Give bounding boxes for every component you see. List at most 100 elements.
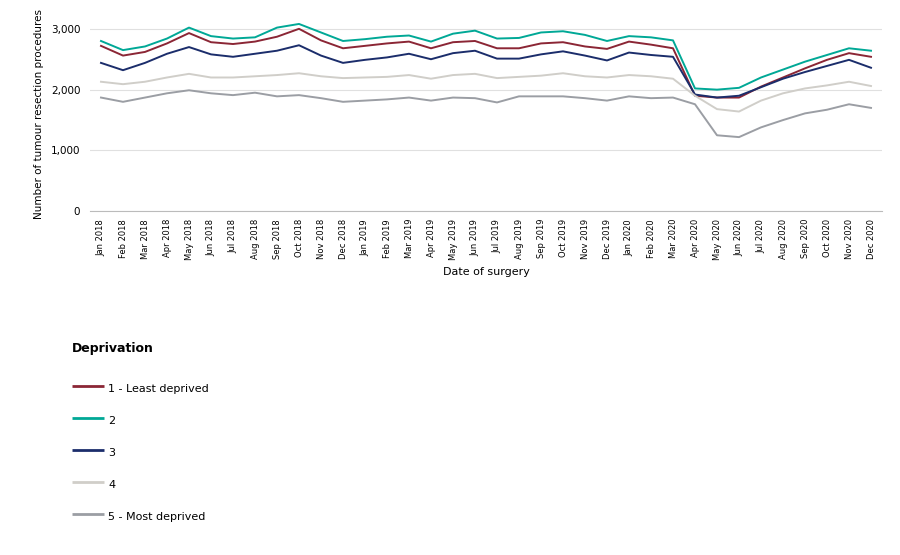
5 - Most deprived — [447, 94, 458, 101]
1 - Least deprived — [184, 30, 194, 37]
5 - Most deprived — [249, 89, 260, 96]
4 — [403, 72, 414, 78]
3 — [866, 64, 877, 71]
5 - Most deprived — [426, 97, 436, 104]
2 — [360, 36, 371, 43]
1 - Least deprived — [843, 50, 854, 57]
4 — [734, 108, 744, 115]
3 — [645, 52, 656, 58]
2 — [403, 32, 414, 39]
3 — [426, 56, 436, 63]
2 — [382, 33, 392, 40]
1 - Least deprived — [580, 43, 590, 50]
4 — [491, 75, 502, 82]
2 — [843, 45, 854, 52]
3 — [403, 51, 414, 57]
1 - Least deprived — [95, 43, 106, 49]
4 — [162, 74, 173, 81]
3 — [382, 54, 392, 60]
5 - Most deprived — [558, 93, 569, 100]
4 — [712, 106, 723, 113]
2 — [426, 38, 436, 45]
4 — [140, 78, 150, 85]
5 - Most deprived — [140, 94, 150, 101]
2 — [272, 24, 283, 31]
5 - Most deprived — [866, 104, 877, 111]
3 — [601, 57, 612, 64]
3 — [778, 75, 788, 82]
Text: 5 - Most deprived: 5 - Most deprived — [108, 512, 205, 522]
1 - Least deprived — [272, 33, 283, 40]
3 — [293, 42, 304, 49]
4 — [360, 74, 371, 81]
2 — [645, 34, 656, 41]
1 - Least deprived — [822, 57, 832, 63]
4 — [426, 75, 436, 82]
3 — [272, 47, 283, 54]
1 - Least deprived — [162, 40, 173, 47]
4 — [184, 70, 194, 77]
Line: 4: 4 — [101, 73, 871, 112]
3 — [118, 67, 129, 73]
1 - Least deprived — [491, 45, 502, 52]
4 — [756, 97, 767, 104]
3 — [162, 51, 173, 57]
5 - Most deprived — [293, 92, 304, 98]
2 — [601, 38, 612, 44]
Y-axis label: Number of tumour resection procedures: Number of tumour resection procedures — [34, 9, 44, 219]
1 - Least deprived — [403, 38, 414, 45]
2 — [756, 74, 767, 81]
3 — [536, 51, 546, 58]
4 — [447, 72, 458, 78]
2 — [470, 27, 481, 34]
3 — [756, 84, 767, 90]
1 - Least deprived — [778, 74, 788, 81]
5 - Most deprived — [470, 95, 481, 102]
5 - Most deprived — [822, 107, 832, 113]
4 — [624, 72, 634, 78]
Text: 2: 2 — [108, 416, 115, 426]
4 — [205, 74, 216, 81]
1 - Least deprived — [756, 83, 767, 90]
4 — [338, 75, 348, 82]
5 - Most deprived — [184, 87, 194, 94]
3 — [689, 91, 700, 98]
5 - Most deprived — [843, 101, 854, 108]
5 - Most deprived — [689, 101, 700, 108]
3 — [205, 51, 216, 58]
2 — [162, 35, 173, 42]
1 - Least deprived — [360, 43, 371, 49]
3 — [668, 53, 679, 60]
5 - Most deprived — [756, 124, 767, 130]
2 — [822, 52, 832, 58]
3 — [338, 59, 348, 66]
4 — [293, 70, 304, 77]
4 — [866, 83, 877, 89]
1 - Least deprived — [316, 37, 327, 44]
3 — [514, 56, 525, 62]
4 — [249, 73, 260, 79]
3 — [184, 44, 194, 51]
2 — [338, 38, 348, 44]
5 - Most deprived — [205, 90, 216, 97]
5 - Most deprived — [624, 93, 634, 100]
5 - Most deprived — [778, 117, 788, 123]
1 - Least deprived — [624, 38, 634, 45]
3 — [822, 63, 832, 69]
3 — [580, 52, 590, 59]
3 — [447, 50, 458, 57]
Text: 1 - Least deprived: 1 - Least deprived — [108, 384, 209, 393]
4 — [514, 74, 525, 80]
4 — [799, 85, 810, 92]
4 — [580, 73, 590, 79]
1 - Least deprived — [447, 39, 458, 46]
4 — [316, 73, 327, 79]
4 — [536, 72, 546, 79]
X-axis label: Date of surgery: Date of surgery — [443, 267, 529, 277]
4 — [778, 90, 788, 97]
2 — [624, 33, 634, 39]
5 - Most deprived — [491, 99, 502, 106]
5 - Most deprived — [403, 94, 414, 101]
2 — [118, 47, 129, 53]
2 — [249, 34, 260, 41]
